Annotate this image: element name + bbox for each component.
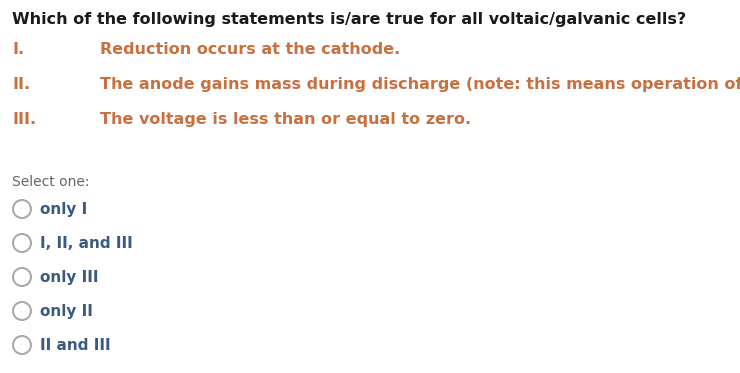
Text: only III: only III bbox=[40, 270, 98, 285]
Text: Which of the following statements is/are true for all voltaic/galvanic cells?: Which of the following statements is/are… bbox=[12, 12, 686, 27]
Text: III.: III. bbox=[12, 112, 36, 127]
Text: I, II, and III: I, II, and III bbox=[40, 236, 132, 251]
Text: only II: only II bbox=[40, 304, 93, 319]
Text: II and III: II and III bbox=[40, 338, 110, 353]
Text: I.: I. bbox=[12, 42, 24, 57]
Text: The voltage is less than or equal to zero.: The voltage is less than or equal to zer… bbox=[100, 112, 471, 127]
Text: The anode gains mass during discharge (note: this means operation of the cell.): The anode gains mass during discharge (n… bbox=[100, 77, 740, 92]
Text: II.: II. bbox=[12, 77, 30, 92]
Text: Reduction occurs at the cathode.: Reduction occurs at the cathode. bbox=[100, 42, 400, 57]
Text: Select one:: Select one: bbox=[12, 175, 90, 189]
Text: only I: only I bbox=[40, 202, 87, 217]
